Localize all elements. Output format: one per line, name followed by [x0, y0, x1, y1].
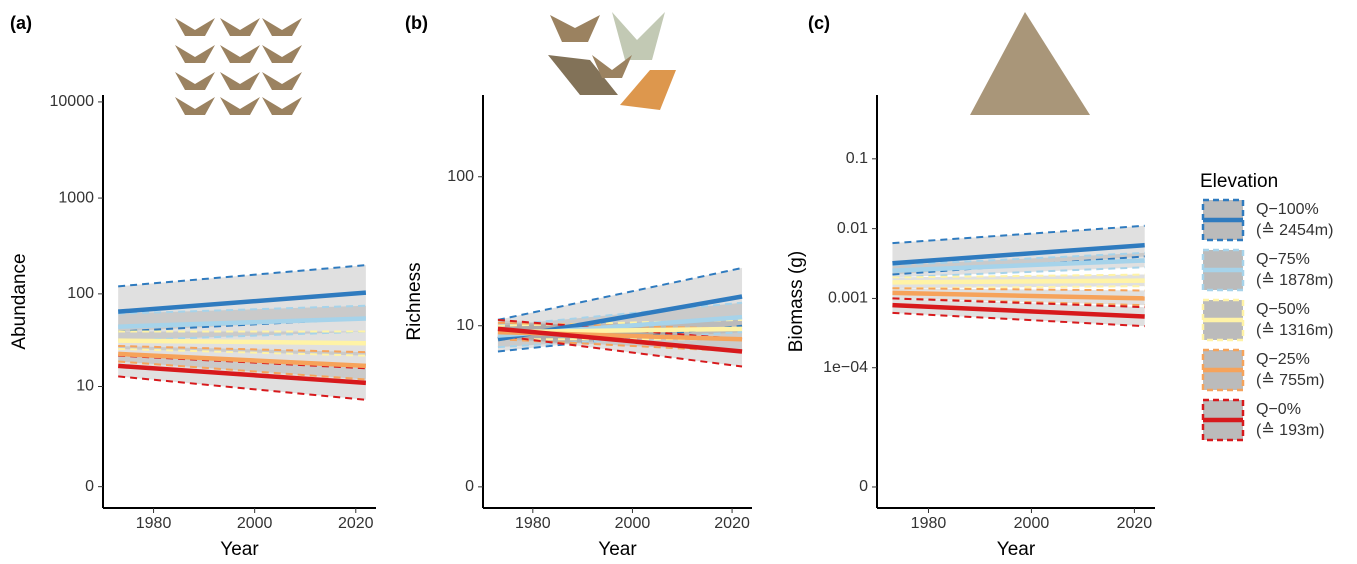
legend-label: Q−100%: [1256, 201, 1319, 218]
trend-line: [892, 278, 1145, 285]
x-tick-label: 1980: [136, 515, 172, 532]
y-tick-label: 0.01: [837, 220, 868, 237]
moth: [220, 97, 260, 115]
trend-line: [118, 316, 366, 329]
x-tick-label: 2020: [338, 515, 374, 532]
moth-pile: [970, 12, 1090, 115]
y-tick-label: 1e−04: [823, 359, 868, 376]
x-tick-label: 2020: [714, 515, 750, 532]
x-axis-label: Year: [220, 539, 259, 560]
legend-label: Q−0%: [1256, 401, 1301, 418]
legend-detail: (≙ 755m): [1256, 372, 1325, 389]
x-tick-label: 2000: [1014, 515, 1050, 532]
legend-detail: (≙ 193m): [1256, 422, 1325, 439]
ci-line: [118, 360, 366, 381]
y-tick-label: 10: [456, 317, 474, 334]
y-tick-label: 10000: [50, 93, 95, 110]
trend-line: [118, 351, 366, 369]
y-tick-label: 1000: [58, 189, 94, 206]
trend-line: [892, 302, 1145, 319]
moth: [175, 18, 215, 36]
x-tick-label: 1980: [515, 515, 551, 532]
y-tick-label: 0.001: [828, 290, 868, 307]
legend-label: Q−50%: [1256, 301, 1310, 318]
x-axis-label: Year: [598, 539, 637, 560]
ci-line: [118, 304, 366, 315]
x-tick-label: 2000: [615, 515, 651, 532]
y-tick-label: 100: [67, 285, 94, 302]
moth: [220, 72, 260, 90]
moth: [592, 55, 632, 78]
trend-line: [117, 290, 367, 314]
moth: [175, 45, 215, 63]
trend-line: [497, 326, 743, 354]
ci-line: [892, 251, 1145, 267]
y-axis-label: Richness: [404, 262, 425, 340]
legend-label: Q−75%: [1256, 251, 1310, 268]
trend-line: [892, 290, 1145, 301]
trend-line: [118, 338, 366, 346]
ci-line: [892, 297, 1145, 309]
ci-line: [892, 266, 1145, 279]
moth-icons: [175, 12, 1090, 115]
y-tick-label: 0: [859, 478, 868, 495]
moth: [262, 18, 302, 36]
ci-line: [497, 334, 743, 368]
x-tick-label: 2000: [237, 515, 273, 532]
ci-line: [118, 347, 366, 357]
moth: [220, 45, 260, 63]
moth: [550, 15, 600, 42]
panel-label: (c): [808, 13, 830, 33]
moth: [175, 97, 215, 115]
trend-line: [892, 258, 1145, 273]
y-axis-label: Abundance: [9, 253, 30, 349]
moth: [262, 97, 302, 115]
x-axis-label: Year: [997, 539, 1036, 560]
ci-line: [892, 224, 1145, 245]
y-tick-label: 0.1: [846, 150, 868, 167]
moth: [548, 55, 618, 95]
y-tick-label: 10: [76, 378, 94, 395]
y-tick-label: 0: [465, 478, 474, 495]
legend-detail: (≙ 2454m): [1256, 222, 1333, 239]
trend-line: [892, 242, 1145, 266]
x-tick-label: 2020: [1117, 515, 1153, 532]
x-tick-label: 1980: [911, 515, 947, 532]
ci-line: [118, 344, 366, 354]
y-tick-label: 100: [447, 168, 474, 185]
moth: [262, 72, 302, 90]
legend-label: Q−25%: [1256, 351, 1310, 368]
ci-line: [118, 264, 366, 288]
ci-line: [892, 311, 1145, 328]
panel-label: (a): [10, 13, 32, 33]
ci-line: [892, 287, 1145, 292]
ci-line: [892, 273, 1145, 279]
legend-detail: (≙ 1316m): [1256, 322, 1333, 339]
legend-detail: (≙ 1878m): [1256, 272, 1333, 289]
moth: [262, 45, 302, 63]
moth: [175, 72, 215, 90]
panel-label: (b): [405, 13, 428, 33]
y-tick-label: 0: [85, 478, 94, 495]
moth: [612, 12, 665, 60]
trend-line: [118, 363, 367, 386]
moth: [620, 70, 676, 110]
ci-line: [497, 301, 743, 327]
ci-line: [497, 266, 743, 321]
legend-title: Elevation: [1200, 171, 1278, 192]
ci-line: [118, 375, 366, 401]
moth: [220, 18, 260, 36]
y-axis-label: Biomass (g): [786, 251, 807, 352]
